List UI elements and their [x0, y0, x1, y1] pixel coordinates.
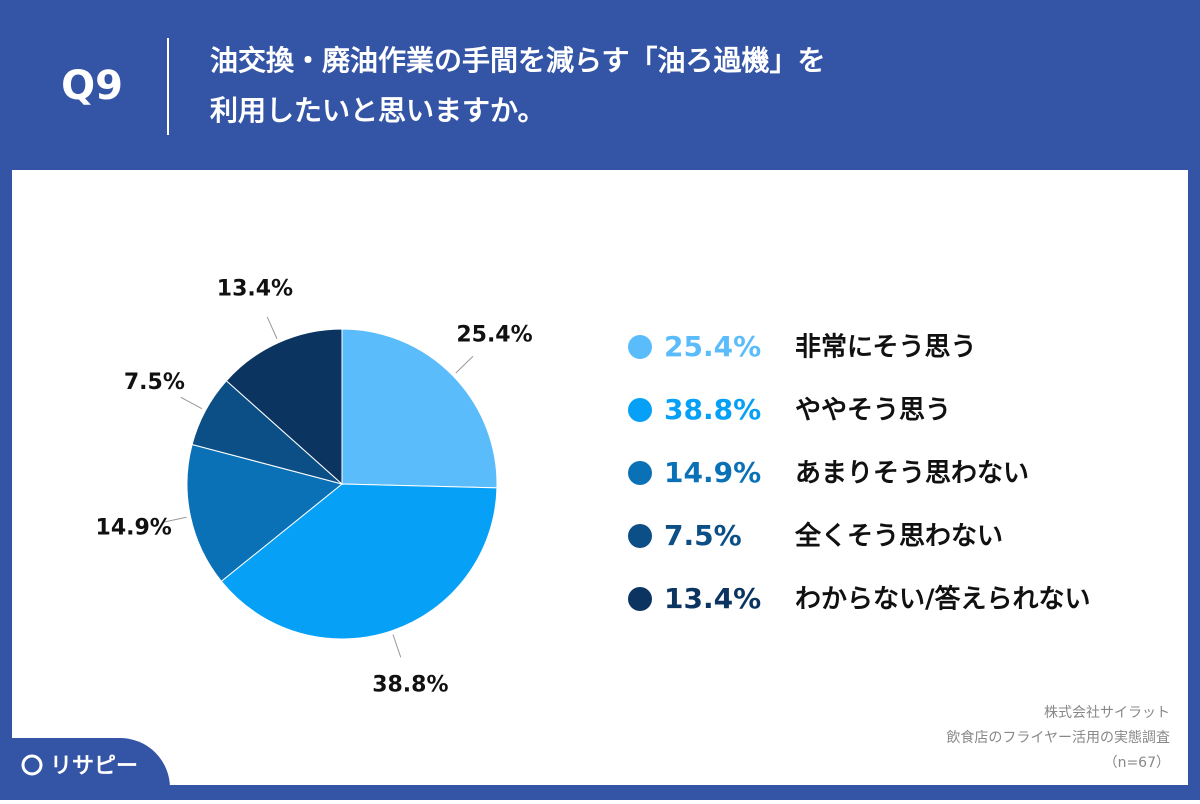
legend-marker — [628, 461, 652, 485]
logo-icon — [21, 754, 43, 776]
legend-marker — [628, 524, 652, 548]
legend-value: 13.4% — [664, 582, 761, 615]
legend-value: 38.8% — [664, 393, 761, 426]
data-label: 7.5% — [124, 370, 185, 395]
pie-slice — [225, 328, 343, 486]
leader-line — [162, 516, 187, 523]
legend-marker — [628, 335, 652, 359]
legend-marker — [628, 587, 652, 611]
source: 株式会社サイラット — [1044, 705, 1170, 721]
title-line: 利用したいと思いますか。 — [210, 94, 545, 127]
source: （n=67） — [1104, 755, 1170, 771]
legend-label: あまりそう思わない — [795, 459, 1029, 489]
pie-slice — [220, 483, 498, 640]
legend-value: 14.9% — [664, 456, 761, 489]
leader-line — [392, 634, 402, 658]
legend-marker — [628, 398, 652, 422]
data-label: 13.4% — [217, 277, 293, 302]
legend-label: 全くそう思わない — [794, 521, 1003, 552]
legend-label: ややそう思う — [795, 396, 951, 426]
source: 飲食店のフライヤー活用の実態調査 — [946, 729, 1170, 746]
pie-slice — [341, 328, 498, 489]
data-label: 25.4% — [456, 322, 532, 347]
logo: リサピー — [50, 754, 138, 779]
data-label: 14.9% — [96, 516, 172, 541]
legend-label: わからない/答えられない — [795, 584, 1091, 615]
question-number: Q9 — [61, 63, 123, 109]
pie-slice — [186, 443, 344, 582]
leader-line — [455, 355, 474, 374]
leader-line — [266, 316, 278, 340]
title-line: 油交換・廃油作業の手間を減らす「油ろ過機」を — [210, 44, 825, 77]
legend-label: 非常にそう思う — [795, 333, 976, 363]
leader-line — [180, 396, 203, 410]
data-label: 38.8% — [372, 673, 448, 698]
legend-value: 7.5% — [664, 519, 742, 552]
logo-tab — [0, 738, 170, 800]
legend-value: 25.4% — [664, 330, 761, 363]
